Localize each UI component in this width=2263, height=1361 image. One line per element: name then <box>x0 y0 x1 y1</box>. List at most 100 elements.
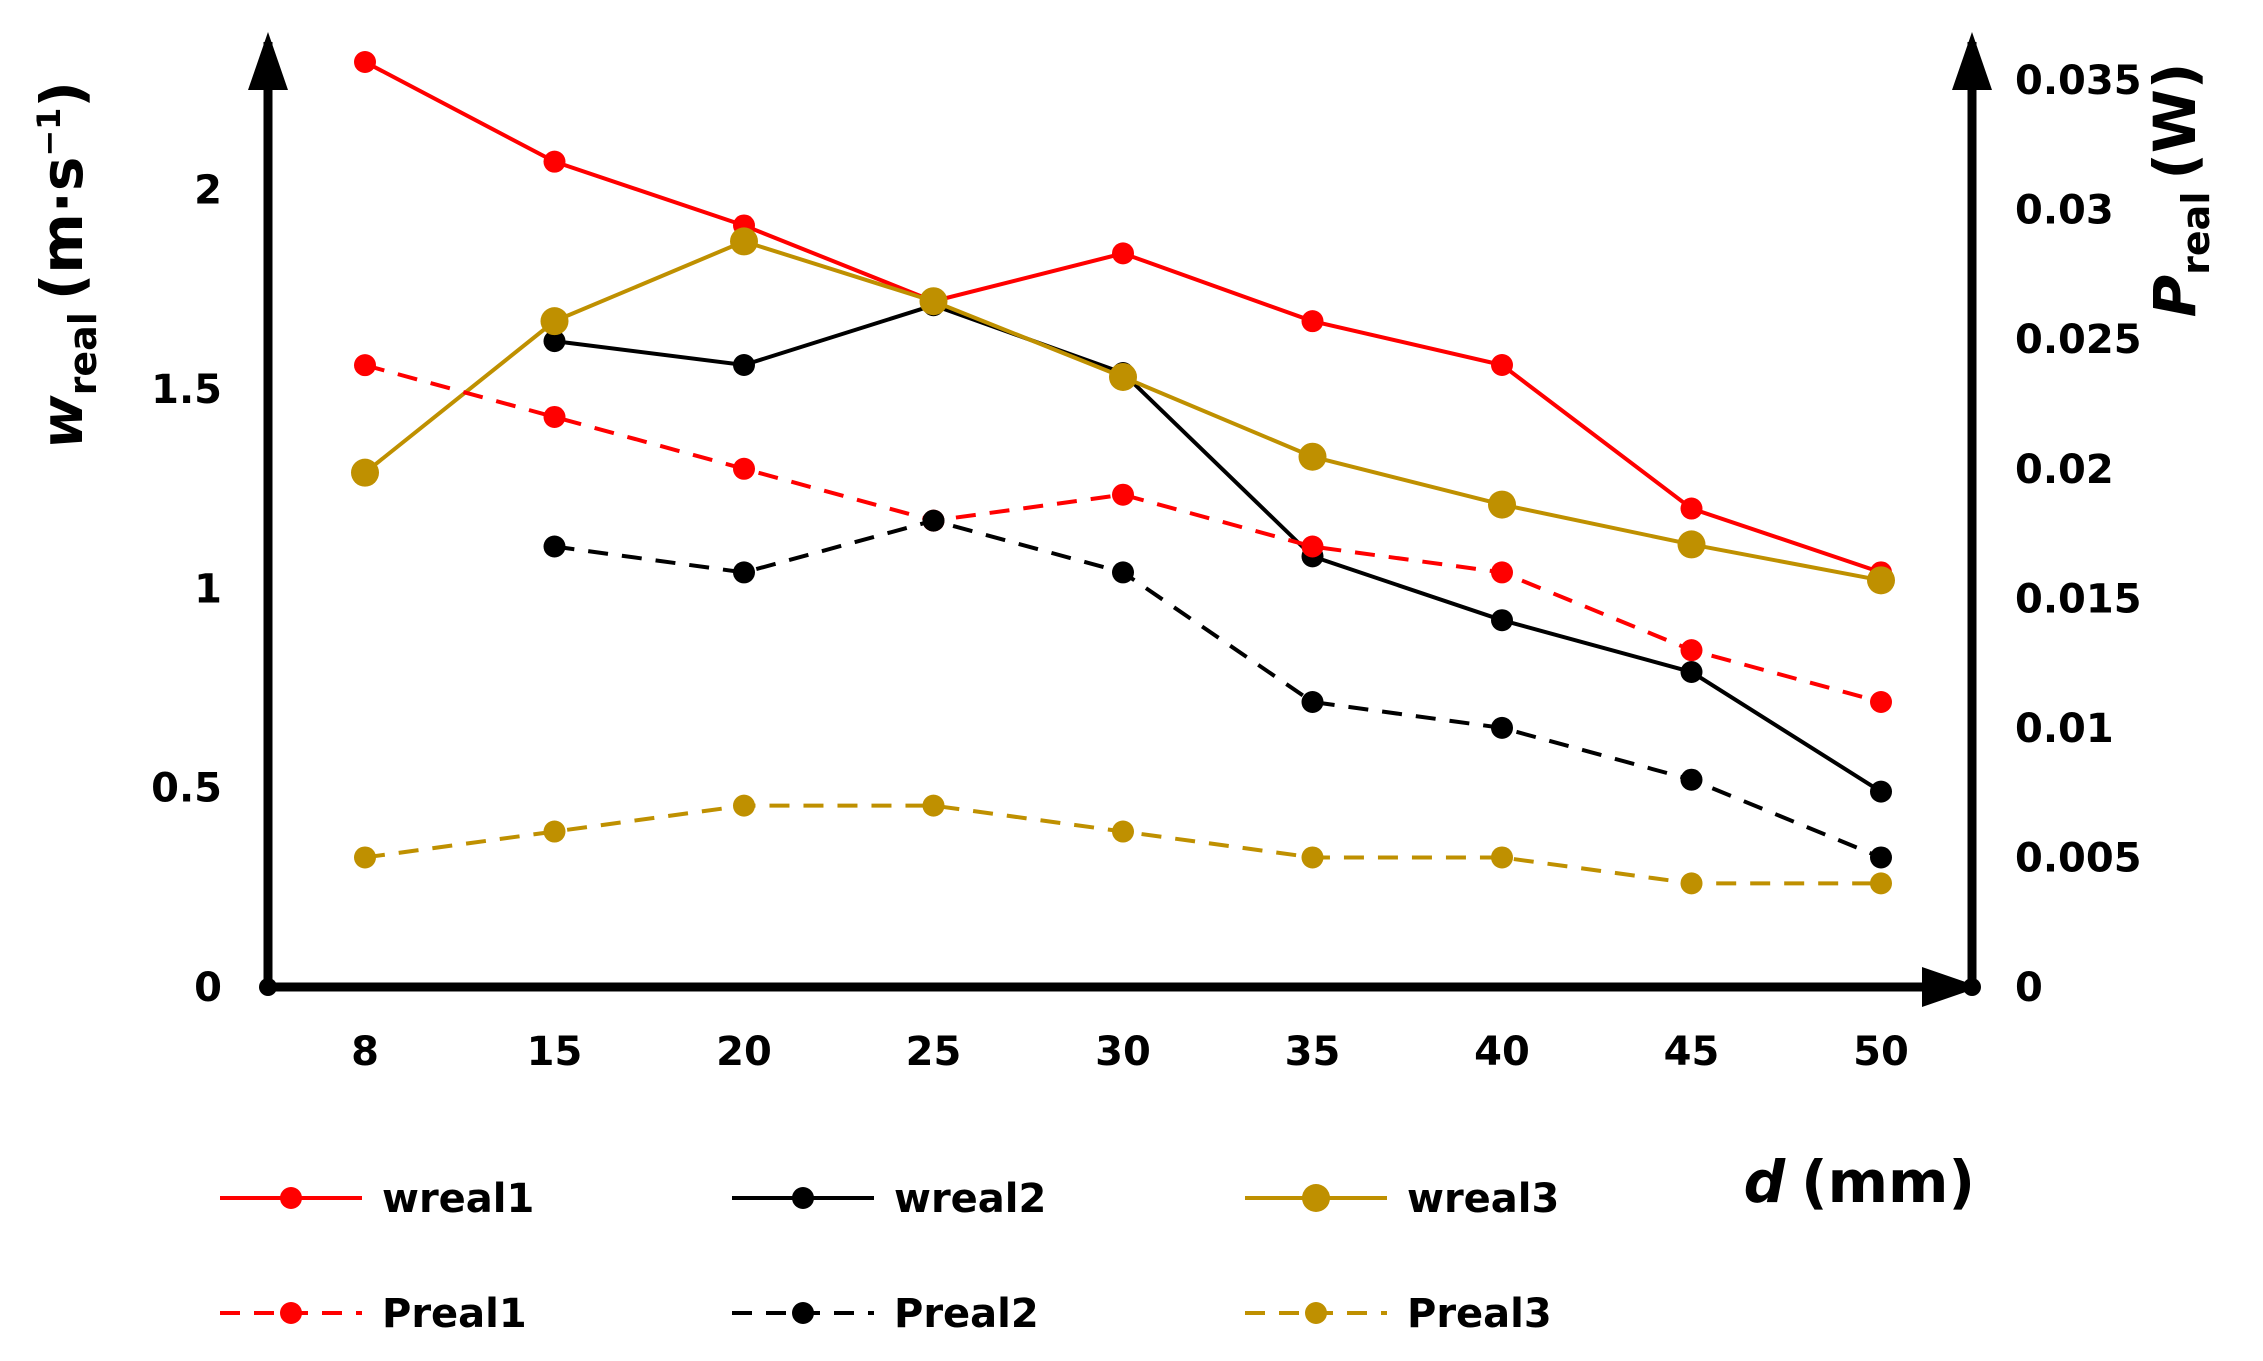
x-axis-title: d (mm) <box>1744 1148 1975 1216</box>
data-point-wreal3 <box>540 307 569 336</box>
series-layer <box>351 51 1895 895</box>
data-point-Preal1 <box>1491 561 1513 584</box>
origin-right-dot <box>1963 978 1981 996</box>
data-point-Preal2 <box>1112 561 1134 584</box>
data-point-Preal1 <box>354 354 376 377</box>
legend-label: wreal3 <box>1407 1176 1559 1222</box>
data-point-wreal1 <box>1112 242 1134 265</box>
data-point-Preal1 <box>733 457 755 480</box>
data-point-wreal1 <box>1301 310 1324 333</box>
data-point-wreal3 <box>1109 362 1137 391</box>
data-point-Preal2 <box>1870 846 1892 869</box>
legend-label: wreal2 <box>894 1176 1046 1222</box>
y-right-title-unit: (W) <box>2141 63 2209 180</box>
data-point-wreal2 <box>1680 661 1703 684</box>
y-right-title-sub: real <box>2174 192 2218 275</box>
data-point-Preal3 <box>1301 846 1324 869</box>
y-left-axis-arrow <box>248 32 288 90</box>
x-title-unit: (mm) <box>1801 1148 1975 1216</box>
data-point-Preal2 <box>543 535 566 558</box>
data-point-Preal3 <box>1870 872 1892 895</box>
data-point-wreal3 <box>351 458 379 487</box>
data-point-Preal3 <box>543 820 566 843</box>
y-right-tick-label: 0.035 <box>2015 58 2142 104</box>
ticks-layer: 00.511.5200.0050.010.0150.020.0250.030.0… <box>151 58 2141 1075</box>
data-point-Preal1 <box>1870 690 1892 713</box>
data-point-wreal1 <box>1491 354 1513 377</box>
data-point-wreal3 <box>1677 530 1706 559</box>
legend-item-wreal1: wreal1 <box>220 1176 534 1222</box>
legend-item-wreal3: wreal3 <box>1245 1176 1559 1222</box>
y-right-tick-label: 0.03 <box>2015 188 2114 234</box>
y-left-axis-title: wreal (m·s−1) <box>28 81 105 449</box>
data-point-wreal2 <box>733 354 755 377</box>
data-point-wreal2 <box>543 330 566 353</box>
y-right-axis-title: Preal (W) <box>2141 63 2218 318</box>
series-line-Preal1 <box>364 363 1882 704</box>
y-left-title-unit: (m·s <box>28 157 96 301</box>
y-left-title-close: ) <box>28 81 96 108</box>
x-tick-label: 8 <box>351 1029 379 1075</box>
series-line-wreal3 <box>363 239 1882 583</box>
series-line-Preal2 <box>554 518 1882 860</box>
data-point-wreal1 <box>543 150 566 173</box>
data-point-wreal3 <box>1488 490 1516 519</box>
data-point-Preal2 <box>733 561 755 584</box>
legend-item-Preal3: Preal3 <box>1245 1291 1552 1337</box>
y-right-tick-label: 0.005 <box>2015 835 2142 881</box>
data-point-Preal1 <box>1112 483 1134 506</box>
y-left-tick-label: 0 <box>194 965 222 1011</box>
y-left-tick-label: 0.5 <box>151 766 222 812</box>
x-tick-label: 15 <box>527 1029 583 1075</box>
y-left-tick-label: 2 <box>194 168 222 214</box>
x-title-var: d <box>1744 1148 1786 1216</box>
data-point-Preal3 <box>1112 820 1134 843</box>
y-left-tick-label: 1 <box>194 566 222 612</box>
axes-layer <box>248 32 1992 1007</box>
data-point-wreal3 <box>730 227 758 256</box>
x-axis-arrow <box>1922 967 1980 1007</box>
legend-item-wreal2: wreal2 <box>732 1176 1046 1222</box>
data-point-Preal1 <box>543 405 566 428</box>
data-point-wreal3 <box>1867 566 1895 595</box>
series-Preal1 <box>354 354 1892 713</box>
series-line-Preal3 <box>364 803 1881 886</box>
data-point-Preal2 <box>1301 690 1324 713</box>
data-point-Preal1 <box>1680 639 1703 662</box>
x-tick-label: 30 <box>1095 1029 1151 1075</box>
data-point-wreal3 <box>1298 442 1327 471</box>
legend-label: Preal3 <box>1407 1291 1552 1337</box>
legend-label: Preal1 <box>382 1291 527 1337</box>
legend-swatch-marker <box>792 1302 814 1324</box>
x-tick-label: 20 <box>716 1029 772 1075</box>
y-left-title-sub: real <box>61 312 105 395</box>
y-right-tick-label: 0.015 <box>2015 576 2142 622</box>
data-point-Preal3 <box>733 794 755 817</box>
origin-left-dot <box>259 978 277 996</box>
y-left-title-var: w <box>28 395 96 449</box>
data-point-wreal1 <box>1680 497 1703 520</box>
y-left-tick-label: 1.5 <box>151 367 222 413</box>
legend: wreal1 wreal2 wreal3 Preal1 Preal2 Preal3 <box>220 1176 1559 1337</box>
y-right-tick-label: 0.01 <box>2015 706 2114 752</box>
legend-swatch-marker <box>280 1302 302 1324</box>
y-left-title-exp: −1 <box>30 108 68 157</box>
y-right-tick-label: 0 <box>2015 965 2043 1011</box>
series-wreal3 <box>351 227 1895 595</box>
data-point-wreal1 <box>354 51 376 73</box>
data-point-wreal2 <box>1491 609 1513 632</box>
x-tick-label: 35 <box>1285 1029 1341 1075</box>
legend-item-Preal2: Preal2 <box>732 1291 1039 1337</box>
x-tick-label: 45 <box>1664 1029 1720 1075</box>
data-point-Preal1 <box>1301 535 1324 558</box>
data-point-Preal3 <box>922 794 945 817</box>
legend-label: wreal1 <box>382 1176 534 1222</box>
data-point-Preal3 <box>1491 846 1513 869</box>
y-right-title-var: P <box>2141 275 2209 318</box>
data-point-wreal2 <box>1870 780 1892 803</box>
data-point-Preal2 <box>922 509 945 532</box>
y-right-axis-arrow <box>1952 32 1992 90</box>
series-Preal2 <box>543 509 1892 869</box>
data-point-Preal2 <box>1680 768 1703 791</box>
